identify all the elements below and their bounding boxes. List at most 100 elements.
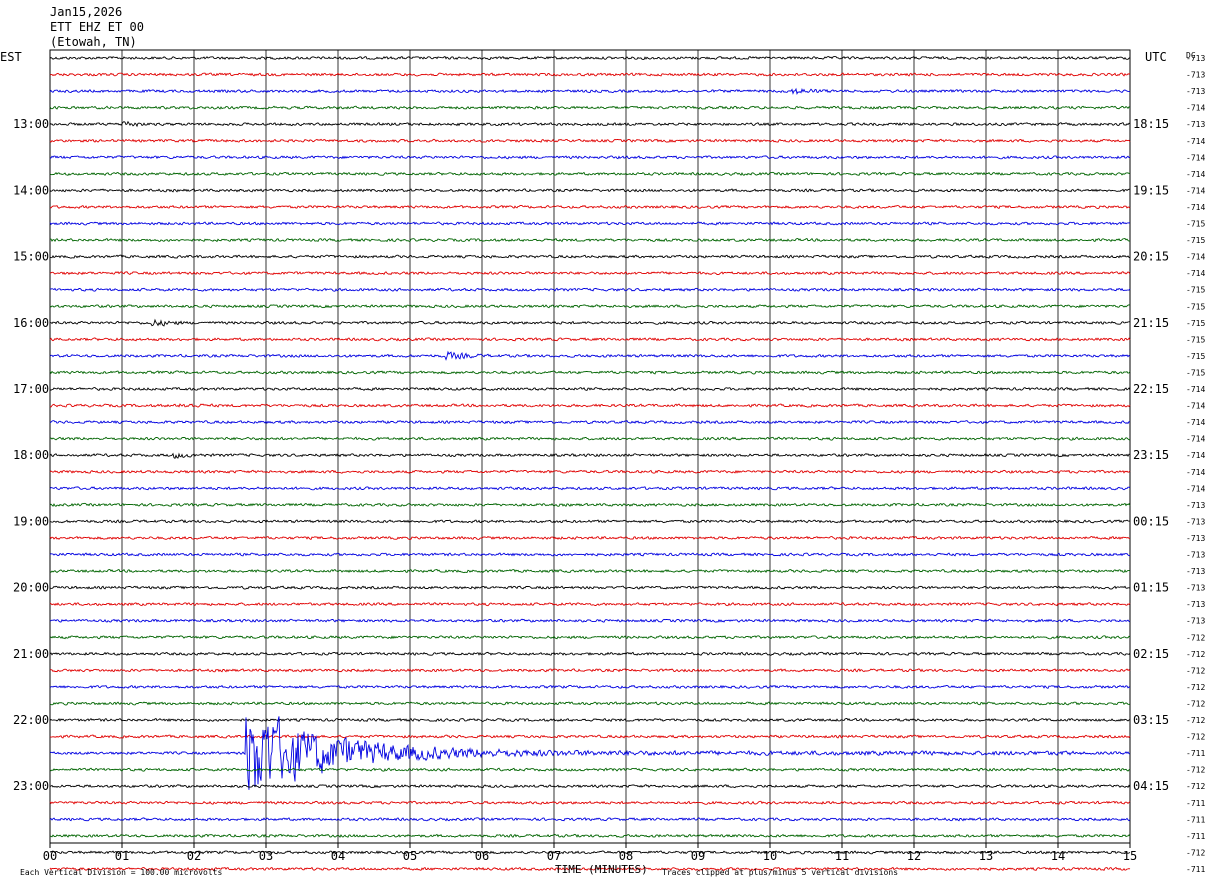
dc-offset-label: -711 [1186, 832, 1205, 841]
trace-row-21 [49, 403, 1131, 408]
x-tick-label: 09 [691, 849, 705, 863]
dc-offset-label: -713 [1186, 71, 1205, 80]
dc-offset-label: -713 [1186, 87, 1205, 96]
dc-offset-label: -712 [1186, 633, 1205, 642]
x-tick-label: 08 [619, 849, 633, 863]
trace-row-4 [49, 120, 1131, 128]
est-hour-label: 17:00 [13, 382, 49, 396]
trace-row-19 [49, 370, 1131, 375]
clip-note: Traces clipped at plus/minus 5 vertical … [662, 868, 898, 877]
trace-row-41 [49, 734, 1131, 739]
x-tick-label: 12 [907, 849, 921, 863]
est-hour-label: 23:00 [13, 779, 49, 793]
x-tick-label: 01 [115, 849, 129, 863]
trace-row-43 [49, 767, 1131, 772]
est-hour-label: 18:00 [13, 448, 49, 462]
trace-row-30 [49, 552, 1131, 557]
utc-hour-label: 18:15 [1133, 117, 1169, 131]
dc-offset-label: -713 [1186, 120, 1205, 129]
dc-offset-label: -711 [1186, 749, 1205, 758]
trace-row-24 [49, 452, 1131, 459]
station-label: ETT EHZ ET 00 [50, 20, 144, 34]
trace-row-45 [49, 800, 1131, 805]
trace-row-35 [49, 635, 1131, 640]
dc-offset-label: -715 [1186, 220, 1205, 229]
trace-row-32 [49, 585, 1131, 590]
est-hour-label: 13:00 [13, 117, 49, 131]
dc-offset-label: -713 [1186, 54, 1205, 63]
est-hour-label: 22:00 [13, 713, 49, 727]
dc-offset-label: -714 [1186, 402, 1205, 411]
dc-offset-label: -714 [1186, 104, 1205, 113]
dc-offset-label: -712 [1186, 650, 1205, 659]
trace-row-8 [49, 188, 1130, 193]
dc-offset-label: -713 [1186, 501, 1205, 510]
dc-offset-label: -714 [1186, 418, 1205, 427]
dc-offset-label: -712 [1186, 716, 1205, 725]
dc-offset-label: -714 [1186, 385, 1205, 394]
dc-offset-label: -715 [1186, 236, 1205, 245]
est-hour-labels: 13:00 14:00 15:00 16:00 17:00 18:00 19:00 20:00… [13, 117, 49, 793]
trace-row-47 [49, 833, 1131, 838]
utc-hour-label: 23:15 [1133, 448, 1169, 462]
trace-row-37 [49, 668, 1131, 673]
utc-hour-label: 01:15 [1133, 581, 1169, 595]
trace-row-14 [49, 287, 1131, 292]
trace-row-18 [49, 350, 1131, 361]
trace-row-17 [49, 337, 1131, 342]
scale-note: Each Vertical Division = 100.00 microvol… [20, 868, 222, 877]
dc-offset-label: -711 [1186, 799, 1205, 808]
dc-offset-label: -712 [1186, 699, 1205, 708]
trace-row-10 [49, 221, 1131, 226]
dc-offset-label: -712 [1186, 683, 1205, 692]
trace-row-2 [49, 87, 1130, 95]
x-tick-label: 02 [187, 849, 201, 863]
x-tick-label: 14 [1051, 849, 1065, 863]
dc-offset-label: -713 [1186, 600, 1205, 609]
dc-offset-label: -711 [1186, 815, 1205, 824]
est-hour-label: 16:00 [13, 316, 49, 330]
utc-hour-label: 21:15 [1133, 316, 1169, 330]
x-tick-label: 07 [547, 849, 561, 863]
trace-row-29 [49, 535, 1131, 540]
location-label: (Etowah, TN) [50, 35, 137, 49]
trace-row-13 [49, 271, 1131, 276]
dc-offset-label: -714 [1186, 435, 1205, 444]
dc-offset-label: -714 [1186, 137, 1205, 146]
trace-row-44 [49, 784, 1131, 789]
est-hour-label: 15:00 [13, 250, 49, 264]
trace-row-33 [49, 602, 1131, 607]
x-tick-label: 15 [1123, 849, 1137, 863]
trace-row-16 [49, 318, 1131, 327]
trace-row-46 [49, 817, 1131, 822]
x-tick-label: 05 [403, 849, 417, 863]
x-tick-label: 03 [259, 849, 273, 863]
dc-offset-label: -712 [1186, 733, 1205, 742]
trace-row-40 [49, 717, 1131, 723]
trace-row-20 [49, 386, 1131, 392]
dc-offset-label: -713 [1186, 617, 1205, 626]
trace-row-12 [49, 254, 1131, 259]
dc-offset-label: -715 [1186, 352, 1205, 361]
trace-row-31 [49, 568, 1131, 574]
trace-row-36 [49, 651, 1131, 656]
utc-hour-label: 02:15 [1133, 647, 1169, 661]
dc-offset-label: -714 [1186, 153, 1205, 162]
seismic-traces [49, 55, 1131, 871]
dc-offset-label: -712 [1186, 666, 1205, 675]
trace-row-39 [50, 701, 1131, 706]
x-axis-ticks: 00 01 02 03 04 05 06 07 08 09 10 11 12 13 14 15 [43, 843, 1137, 863]
dc-offset-label: -713 [1186, 517, 1205, 526]
plot-grid [49, 49, 1131, 844]
est-hour-label: 19:00 [13, 514, 49, 528]
utc-hour-label: 03:15 [1133, 713, 1169, 727]
dc-offset-label: -715 [1186, 286, 1205, 295]
x-tick-label: 10 [763, 849, 777, 863]
trace-row-34 [49, 618, 1131, 623]
dc-offset-label: -714 [1186, 451, 1205, 460]
est-zone-label: EST [0, 50, 22, 64]
dc-offset-label: -715 [1186, 319, 1205, 328]
dc-offset-label: -714 [1186, 468, 1205, 477]
trace-row-11 [49, 237, 1130, 243]
